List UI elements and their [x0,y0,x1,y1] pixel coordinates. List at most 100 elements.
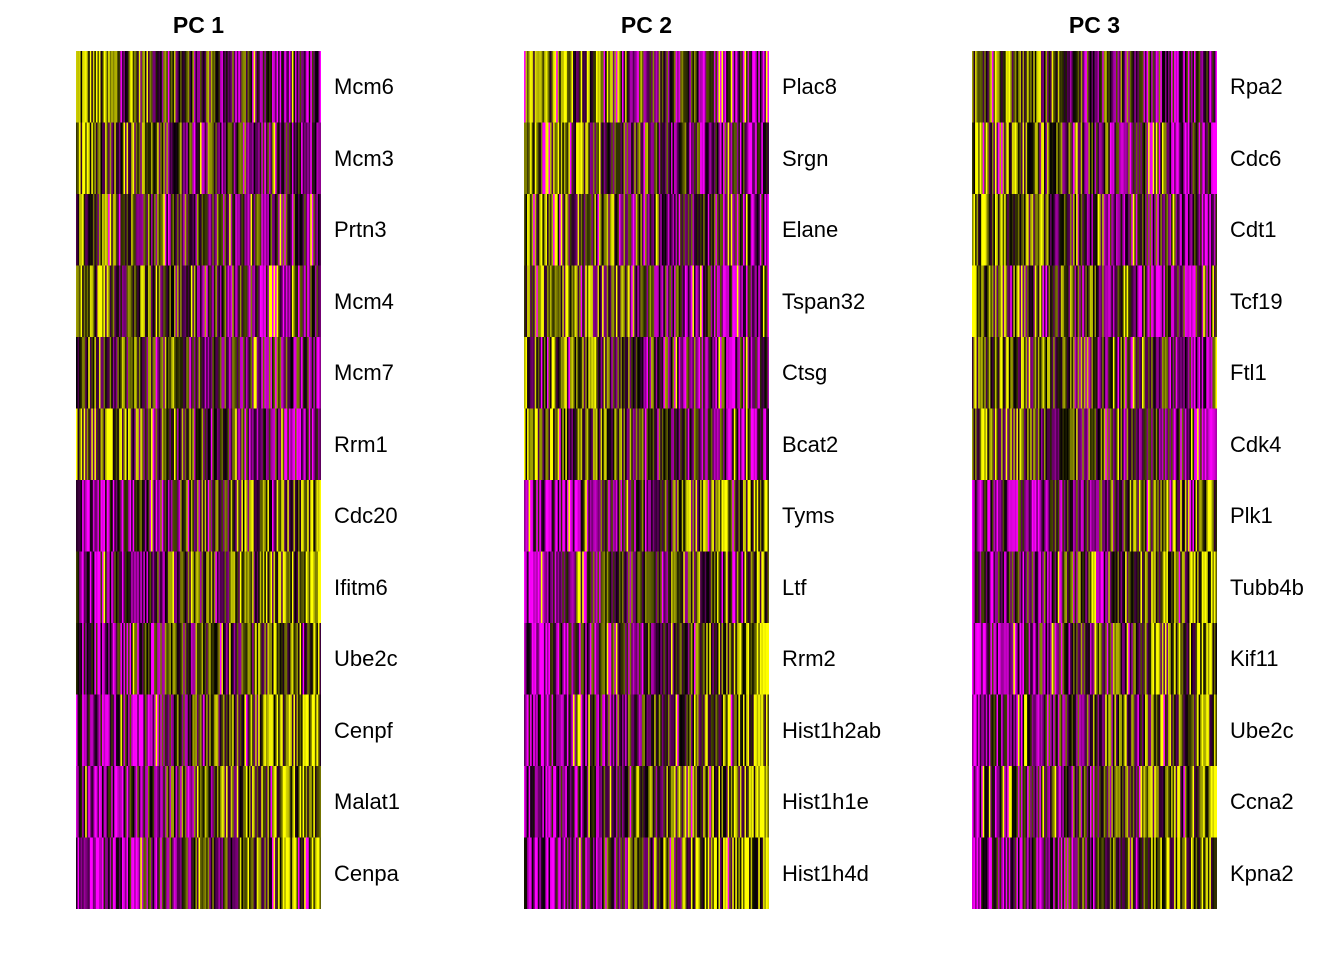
heatmap-cell [1091,480,1094,552]
heatmap-cell [1094,51,1097,123]
heatmap-cell [311,480,314,552]
heatmap-cell [88,480,91,552]
heatmap-cell [1157,408,1160,481]
heatmap-cell [1161,194,1165,266]
heatmap-cell [531,694,534,767]
heatmap-cell [146,337,149,409]
heatmap-cell [661,766,664,838]
heatmap-row [76,837,321,909]
heatmap-cell [111,766,114,838]
heatmap-cell [121,337,125,409]
heatmap-cell [543,837,547,909]
heatmap-cell [141,766,144,838]
heatmap-cell [542,480,545,552]
heatmap-cell [994,51,998,123]
heatmap-cell [163,122,166,195]
heatmap-cell [674,408,677,481]
heatmap-cell [762,694,766,767]
heatmap-cell [1117,480,1120,552]
heatmap-cell [1063,122,1067,195]
heatmap-cell [203,480,206,552]
heatmap-cell [134,766,137,838]
heatmap-cell [1168,51,1171,123]
heatmap-cell [285,408,288,481]
heatmap-cell [236,122,239,195]
heatmap-cell [109,408,112,481]
heatmap-cell [709,694,712,767]
heatmap-cell [550,551,553,624]
heatmap-cell [545,122,548,195]
heatmap-cell [1149,337,1152,409]
heatmap-cell [198,480,201,552]
heatmap-cell [652,194,655,266]
heatmap-cell [1155,122,1158,195]
heatmap-cell [994,480,998,552]
heatmap-row [524,265,769,338]
heatmap-cell [536,766,539,838]
heatmap-cell [307,551,310,624]
heatmap-cell [1169,122,1172,195]
heatmap-cell [154,480,157,552]
heatmap-cell [267,51,270,123]
heatmap-cell [741,551,744,624]
heatmap-cell [239,480,242,552]
heatmap-cell [245,265,249,338]
heatmap-cell [1132,337,1135,409]
heatmap-cell [1164,51,1168,123]
heatmap-cell [175,408,178,481]
heatmap-cell [1171,265,1174,338]
heatmap-cell [114,51,117,123]
heatmap-cell [77,837,80,909]
heatmap-cell [1057,337,1060,409]
heatmap-cell [129,194,132,266]
heatmap-cell [1125,337,1128,409]
heatmap-cell [1047,122,1050,195]
heatmap-cell [597,551,600,624]
heatmap-cell [664,337,668,409]
heatmap-cell [212,408,215,481]
heatmap-cell [655,480,658,552]
heatmap-cell [608,623,611,695]
heatmap-cell [160,480,163,552]
heatmap-cell [276,122,279,195]
heatmap-cell [594,265,597,338]
heatmap-cell [628,194,631,266]
heatmap-cell [599,480,602,552]
heatmap-cell [1028,51,1031,123]
heatmap-cell [140,408,143,481]
heatmap-cell [120,51,123,123]
heatmap-cell [264,766,267,838]
heatmap-cell [149,480,152,552]
heatmap-cell [175,480,178,552]
heatmap-cell [692,265,695,338]
heatmap-cell [982,265,985,338]
heatmap-cell [307,337,310,409]
heatmap-cell [982,194,985,266]
heatmap-cell [718,337,721,409]
heatmap-cell [531,408,534,481]
heatmap-cell [735,337,738,409]
heatmap-cell [1019,480,1022,552]
heatmap-cell [680,551,683,624]
heatmap-cell [189,694,192,767]
heatmap-cell [143,337,146,409]
heatmap-cell [284,51,287,123]
heatmap-cell [681,480,684,552]
heatmap-cell [715,265,718,338]
heatmap-cell [121,122,125,195]
heatmap-cell [1040,51,1044,123]
heatmap-cell [749,337,752,409]
heatmap-cell [681,694,684,767]
heatmap-cell [177,837,180,909]
heatmap-cell [609,551,612,624]
heatmap-cell [603,194,606,266]
heatmap-cell [525,122,528,195]
heatmap-cell [290,623,293,695]
heatmap-cell [990,337,993,409]
heatmap-cell [310,337,313,409]
heatmap-cell [756,694,759,767]
heatmap-cell [102,265,105,338]
heatmap-cell [1097,194,1100,266]
heatmap-cell [528,551,531,624]
heatmap-cell [1103,194,1106,266]
